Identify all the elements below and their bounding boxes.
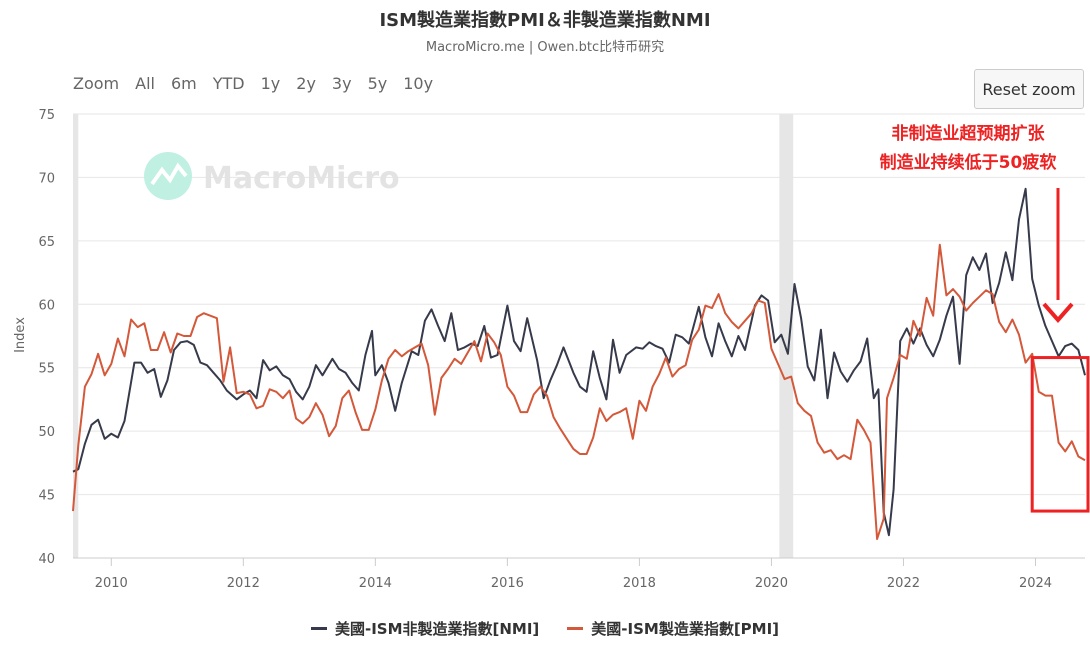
range-all-button[interactable]: All [135, 74, 155, 93]
series-line-nmi [72, 187, 1086, 537]
x-tick-label: 2012 [227, 576, 260, 591]
legend-swatch-nmi [310, 627, 327, 630]
y-tick-label: 60 [38, 298, 55, 313]
watermark-logo-mark [150, 162, 188, 186]
y-tick-label: 75 [38, 108, 55, 123]
range-6m-button[interactable]: 6m [170, 74, 197, 93]
macromicro-watermark: MacroMicro [144, 152, 400, 200]
legend-item-pmi[interactable]: 美國-ISM製造業指數[PMI] [567, 618, 779, 639]
y-tick-label: 70 [38, 171, 55, 186]
line-chart[interactable]: MacroMicro 40 45 50 55 60 65 70 75 2010 2012 2014… [0, 0, 1090, 610]
annotation-line-1: 非制造业超预期扩张 [892, 123, 1046, 144]
y-tick-label: 40 [38, 552, 55, 567]
legend-label-pmi: 美國-ISM製造業指數[PMI] [591, 620, 780, 638]
legend-item-nmi[interactable]: 美國-ISM非製造業指數[NMI] [310, 618, 540, 639]
reset-zoom-button[interactable]: Reset zoom [974, 69, 1084, 109]
y-tick-label: 55 [38, 362, 55, 377]
recession-band [73, 114, 79, 558]
legend: 美國-ISM非製造業指數[NMI] 美國-ISM製造業指數[PMI] [0, 618, 1090, 639]
x-tick-label: 2014 [359, 576, 392, 591]
chart-subtitle: MacroMicro.me | Owen.btc比特币研究 [425, 40, 665, 55]
chart-title: ISM製造業指數PMI＆非製造業指數NMI [379, 10, 711, 31]
x-tick-label: 2016 [491, 576, 524, 591]
range-1y-button[interactable]: 1y [260, 74, 281, 93]
series-line-pmi [72, 243, 1086, 540]
annotation-arrow-head [1042, 302, 1074, 324]
x-tick-label: 2018 [623, 576, 656, 591]
y-axis-label: Index [13, 317, 28, 353]
x-tick-label: 2022 [887, 576, 920, 591]
legend-swatch-pmi [567, 627, 584, 630]
y-tick-label: 45 [38, 489, 55, 504]
annotation-group: 非制造业超预期扩张 制造业持续低于50疲软 [880, 123, 1090, 513]
watermark-text: MacroMicro [203, 161, 400, 196]
highlight-box [1030, 356, 1090, 513]
x-tick-label: 2010 [95, 576, 128, 591]
recession-band [779, 114, 794, 558]
range-10y-button[interactable]: 10y [403, 74, 434, 93]
range-5y-button[interactable]: 5y [367, 74, 388, 93]
x-tick-label: 2024 [1019, 576, 1052, 591]
range-zoom-label: Zoom [73, 74, 120, 93]
annotation-line-2: 制造业持续低于50疲软 [880, 152, 1057, 173]
y-tick-label: 50 [38, 425, 55, 440]
y-tick-label: 65 [38, 235, 55, 250]
range-3y-button[interactable]: 3y [331, 74, 352, 93]
x-tick-label: 2020 [755, 576, 788, 591]
legend-label-nmi: 美國-ISM非製造業指數[NMI] [334, 620, 540, 638]
range-ytd-button[interactable]: YTD [212, 74, 245, 93]
range-2y-button[interactable]: 2y [296, 74, 316, 93]
range-selector: Zoom All 6m YTD 1y 2y 3y 5y 10y [73, 74, 449, 93]
